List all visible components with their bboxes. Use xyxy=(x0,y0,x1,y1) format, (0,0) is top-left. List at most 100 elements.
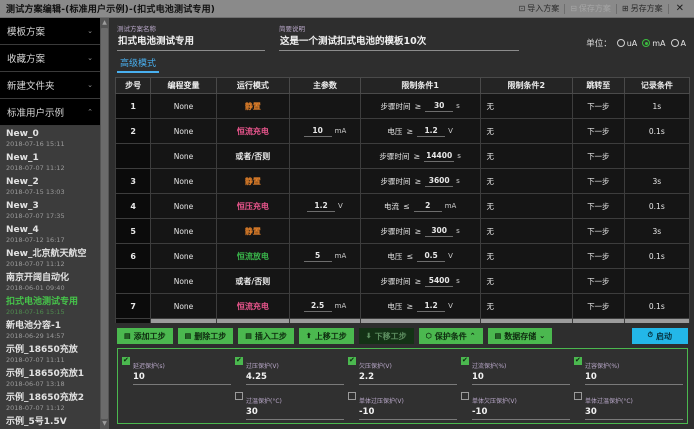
limit-condition-2[interactable]: 无 xyxy=(479,318,573,323)
list-item[interactable]: 示例_5号1.5V2018-03-09 14:10 xyxy=(0,415,100,429)
move-up-step-button[interactable]: ⬆ 上移工步 xyxy=(298,328,354,344)
goto-step[interactable]: 下一步 xyxy=(571,243,625,269)
sidebar-folder-1[interactable]: 收藏方案 ⌄ xyxy=(0,45,100,72)
record-condition[interactable]: 1s xyxy=(623,93,690,119)
limit1-value[interactable]: 2 xyxy=(413,201,442,212)
protection-checkbox[interactable] xyxy=(348,356,356,365)
table-row[interactable]: 8None如果充放循环≤10无步号1 xyxy=(115,318,690,323)
table-row[interactable]: 5 None 静置 步骤时间 ≥300 s 无下一步 3s xyxy=(115,218,690,244)
list-item[interactable]: 扣式电池测试专用 2018-07-16 15:15 xyxy=(0,295,100,319)
table-row[interactable]: None 或者/否则 步骤时间 ≥5400 s 无下一步 xyxy=(115,268,690,294)
table-row[interactable]: 1 None 静置 步骤时间 ≥30 s 无下一步 1s xyxy=(115,93,690,119)
record-condition[interactable]: 0.1s xyxy=(623,118,690,144)
table-row[interactable]: 3 None 静置 步骤时间 ≥3600 s 无下一步 3s xyxy=(115,168,690,194)
limit-condition-1-cell[interactable]: 电压 ≤0.5 V xyxy=(359,243,481,269)
record-condition[interactable]: 3s xyxy=(623,168,690,194)
limit-condition-2[interactable]: 无 xyxy=(479,143,573,169)
protection-input[interactable]: -10 xyxy=(359,407,457,420)
record-condition[interactable]: 0.1s xyxy=(623,293,690,319)
main-parameter-cell[interactable]: 2.5 mA xyxy=(289,293,361,319)
protection-checkbox[interactable] xyxy=(122,356,130,365)
list-item[interactable]: New_3 2018-07-07 17:35 xyxy=(0,199,100,223)
list-item[interactable]: New_0 2018-07-16 15:11 xyxy=(0,127,100,151)
limit1-value[interactable]: 30 xyxy=(425,101,454,112)
goto-step[interactable]: 下一步 xyxy=(571,268,625,294)
protection-input[interactable]: -10 xyxy=(472,407,570,420)
main-parameter-cell[interactable] xyxy=(289,218,361,244)
program-variable[interactable]: None xyxy=(150,293,217,319)
run-mode[interactable]: 如果 xyxy=(215,318,291,323)
limit1-value[interactable]: 0.5 xyxy=(417,251,446,262)
program-variable[interactable]: None xyxy=(150,93,217,119)
limit-condition-2[interactable]: 无 xyxy=(479,93,573,119)
record-condition[interactable] xyxy=(623,143,690,169)
protection-input[interactable]: 10 xyxy=(472,372,570,385)
run-mode[interactable]: 恒流放电 xyxy=(215,243,291,269)
program-variable[interactable]: None xyxy=(150,143,217,169)
main-parameter-cell[interactable]: 10 mA xyxy=(289,118,361,144)
limit1-value[interactable]: 3600 xyxy=(425,176,454,187)
main-param-value[interactable]: 2.5 xyxy=(303,301,332,312)
protection-conditions-button[interactable]: ⬡ 保护条件 ⌃ xyxy=(418,328,483,344)
list-item[interactable]: 南京开阔自动化 2018-06-01 09:40 xyxy=(0,271,100,295)
limit-condition-1-cell[interactable]: 步骤时间 ≥5400 s xyxy=(359,268,481,294)
main-parameter-cell[interactable]: 5 mA xyxy=(289,243,361,269)
goto-step[interactable]: 下一步 xyxy=(571,118,625,144)
run-mode[interactable]: 恒压充电 xyxy=(215,193,291,219)
scrollbar-thumb[interactable] xyxy=(101,28,108,419)
limit1-value[interactable]: 1.2 xyxy=(417,126,446,137)
table-row[interactable]: None 或者/否则 步骤时间 ≥14400 s 无下一步 xyxy=(115,143,690,169)
protection-checkbox[interactable] xyxy=(461,356,469,365)
protection-checkbox[interactable] xyxy=(461,392,469,400)
limit-condition-2[interactable]: 无 xyxy=(479,168,573,194)
limit-condition-1-cell[interactable]: 步骤时间 ≥14400 s xyxy=(359,143,481,169)
protection-checkbox[interactable] xyxy=(235,356,243,365)
main-parameter-cell[interactable] xyxy=(289,168,361,194)
run-mode[interactable]: 恒流充电 xyxy=(215,293,291,319)
limit-condition-2[interactable]: 无 xyxy=(479,293,573,319)
limit-condition-2[interactable]: 无 xyxy=(479,243,573,269)
limit-condition-2[interactable]: 无 xyxy=(479,218,573,244)
limit-condition-1-cell[interactable]: 电压 ≥1.2 V xyxy=(359,293,481,319)
sidebar-folder-2[interactable]: 新建文件夹 ⌄ xyxy=(0,72,100,99)
record-condition[interactable] xyxy=(623,318,690,323)
goto-step[interactable]: 下一步 xyxy=(571,218,625,244)
insert-step-button[interactable]: ▤ 插入工步 xyxy=(238,328,294,344)
plan-desc-field[interactable]: 简要说明 这是一个测试扣式电池的模板10次 xyxy=(279,25,519,51)
scroll-down-icon[interactable]: ▼ xyxy=(102,420,107,427)
goto-step[interactable]: 下一步 xyxy=(571,193,625,219)
run-mode[interactable]: 静置 xyxy=(215,93,291,119)
protection-checkbox[interactable] xyxy=(235,392,243,400)
protection-input[interactable]: 4.25 xyxy=(246,372,344,385)
limit1-value[interactable]: 14400 xyxy=(424,150,455,162)
sidebar-folder-0[interactable]: 模板方案 ⌄ xyxy=(0,18,100,45)
start-button[interactable]: ⏱ 启动 xyxy=(631,328,688,344)
plan-name-input[interactable]: 扣式电池测试专用 xyxy=(117,34,265,51)
close-icon[interactable]: ✕ xyxy=(675,3,684,14)
table-row[interactable]: 7 None 恒流充电 2.5 mA 电压 ≥1.2 V 无下一步 0.1s xyxy=(115,293,690,319)
run-mode[interactable]: 恒流充电 xyxy=(215,118,291,144)
list-item[interactable]: 示例_18650充放1 2018-06-07 13:18 xyxy=(0,367,100,391)
program-variable[interactable]: None xyxy=(150,168,217,194)
protection-checkbox[interactable] xyxy=(574,392,582,400)
data-storage-button[interactable]: ▤ 数据存储 ⌄ xyxy=(487,328,553,344)
sidebar-scrollbar[interactable]: ▲ ▼ xyxy=(100,18,109,429)
protection-checkbox[interactable] xyxy=(574,356,582,365)
program-variable[interactable]: None xyxy=(150,243,217,269)
goto-step[interactable]: 下一步 xyxy=(571,293,625,319)
main-param-value[interactable]: 5 xyxy=(303,251,332,262)
limit-condition-1-cell[interactable]: 电流 ≤2 mA xyxy=(359,193,481,219)
record-condition[interactable]: 3s xyxy=(623,218,690,244)
goto-step[interactable]: 下一步 xyxy=(571,168,625,194)
list-item[interactable]: New_北京航天航空 2018-07-07 11:12 xyxy=(0,247,100,271)
move-down-step-button[interactable]: ⬇ 下移工步 xyxy=(358,328,414,344)
main-parameter-cell[interactable] xyxy=(289,143,361,169)
protection-input[interactable]: 10 xyxy=(585,372,683,385)
run-mode[interactable]: 静置 xyxy=(215,168,291,194)
record-condition[interactable]: 0.1s xyxy=(623,243,690,269)
limit1-value[interactable]: 300 xyxy=(425,226,454,237)
run-mode[interactable]: 静置 xyxy=(215,218,291,244)
protection-input[interactable]: 30 xyxy=(585,407,683,420)
main-param-value[interactable]: 10 xyxy=(303,126,332,137)
sidebar-folder-3[interactable]: 标准用户示例 ⌃ xyxy=(0,99,100,126)
